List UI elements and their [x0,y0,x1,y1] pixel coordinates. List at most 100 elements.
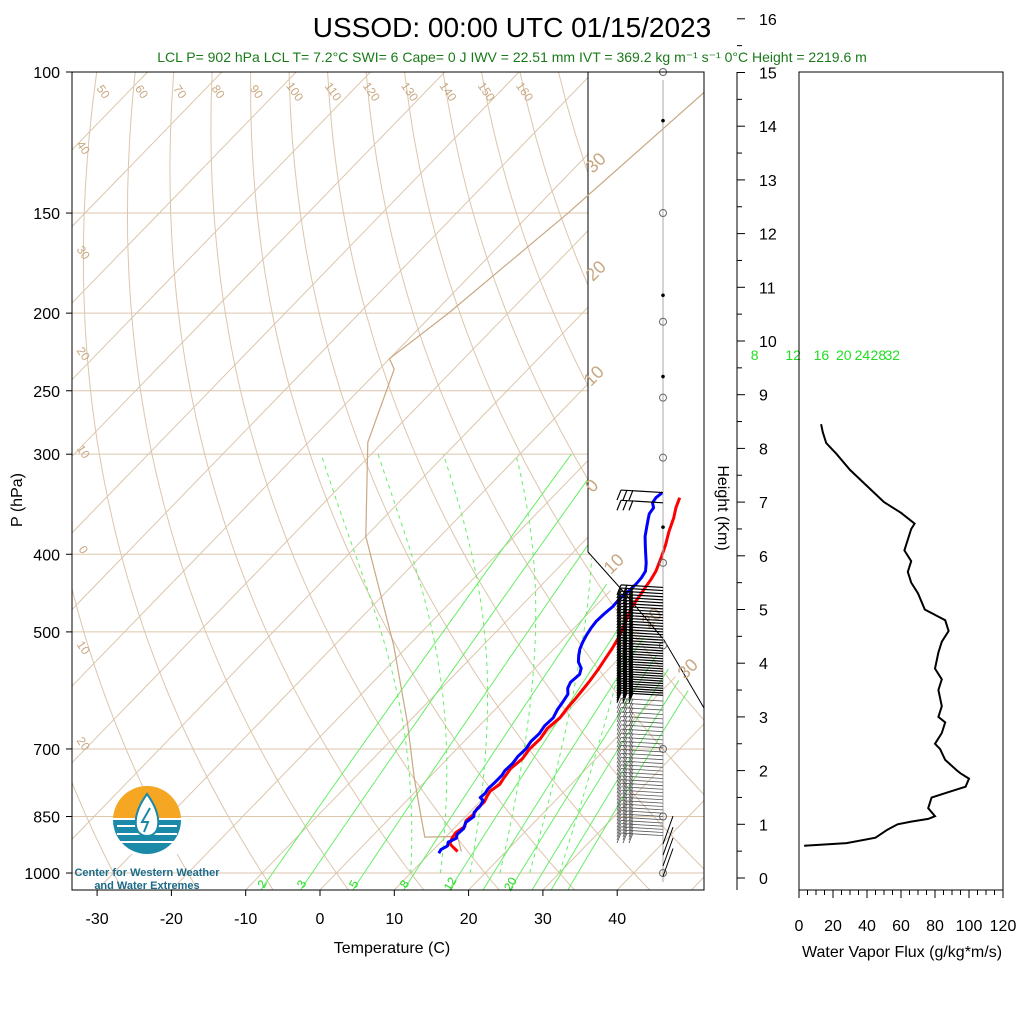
height-tick-label: 0 [759,871,768,888]
wind-barb-staff [620,617,664,622]
height-axis-label: Height (Km) [714,465,731,550]
wind-barb-staff [620,820,664,824]
wind-barb-staff [620,689,664,694]
wind-barb-feather [616,724,622,736]
wind-barb-staff [620,660,664,665]
wind-barb-staff [620,625,664,630]
wind-barb-feather [628,793,634,804]
logo-line-1: Center for Western Weather [74,867,220,879]
temperature-tick-label: 40 [608,911,626,928]
pressure-tick-label: 500 [33,625,60,642]
wind-barb-feather [622,597,628,608]
isotherm [766,72,1024,890]
wind-barb-feather [628,813,634,825]
pressure-tick-label: 300 [33,447,60,464]
wind-barb-feather [616,803,622,815]
wind-barb-feather [616,823,622,834]
wind-barb-feather [628,803,634,815]
skewt-background-lines [72,72,1024,890]
pressure-tick-label: 400 [33,547,60,564]
dry-adiabat-label: 140 [436,79,459,104]
dry-adiabat [169,72,425,890]
wind-barb-feather [616,793,622,804]
wind-barb-staff [620,756,664,761]
pressure-tick-label: 850 [33,809,60,826]
wind-barb-staff [662,815,674,845]
wind-barb-feather [622,783,628,794]
moist-adiabat [442,454,489,874]
wind-barb-feather [616,489,622,501]
wind-barb-feather [622,594,628,605]
wind-barb-feather [628,606,634,617]
wind-barb-feather [616,745,622,756]
wind-barb-feather [616,687,622,699]
wind-barb-feather [628,823,634,834]
wind-barb-feather [622,606,628,617]
wind-barb-feather [628,800,634,811]
wind-barb-feather [628,779,634,790]
isotherm [72,72,669,687]
wind-barb-feather [628,829,634,841]
dry-adiabat-label: 150 [475,79,498,104]
wind-barb-feather [628,810,634,821]
wind-barb-staff [620,665,664,670]
wind-barb-staff [620,724,664,728]
dry-adiabat-label: 110 [322,80,345,104]
wind-barb-staff [620,796,664,801]
wind-barb-staff [620,678,664,682]
wind-barb-feather [628,817,634,828]
wind-barb-staff [620,593,664,598]
wind-barb-staff [620,752,664,757]
wind-barb-feather [616,609,622,620]
isotherm [72,72,594,611]
wind-barb-feather [616,692,622,704]
isotherm [72,72,297,304]
water-vapor-flux-trace [804,423,971,847]
wind-barb-feather [622,832,628,844]
wind-barb-feather [616,631,622,643]
dry-adiabat [751,72,1024,890]
temperature-tick-label: -30 [86,911,109,928]
wind-barb-staff [620,611,664,616]
wind-barb-feather [628,489,634,501]
wind-barb-feather [622,760,628,772]
wind-barb-feather [628,820,634,831]
calm-wind-marker [659,317,667,326]
wind-barb-feather [616,783,622,794]
wind-barb-feather [622,489,628,501]
wind-barb-feather [628,590,634,602]
wind-barb-feather [628,772,634,783]
flux-tick-label: 60 [892,918,910,935]
height-tick-label: 4 [759,656,768,673]
mixing-ratio-line [550,639,704,890]
height-tick-label: 5 [759,603,768,620]
chart-title: USSOD: 00:00 UTC 01/15/2023 [313,12,711,43]
height-tick-label: 9 [759,388,768,405]
wind-barb-feather [628,786,634,797]
isotherm [72,72,520,534]
wind-barb-feather [616,779,622,790]
wind-barb-feather [628,600,634,611]
logo-bolt-icon [140,807,151,833]
height-tick-label: 11 [759,280,776,297]
wind-barb-staff [620,647,664,652]
wind-barb-feather [616,690,622,701]
wind-barb-feather [616,790,622,801]
wind-barb-feather [622,500,628,511]
wind-barb-staff [620,771,664,776]
wind-barb-staff [620,789,664,794]
wind-barb-staff [662,837,674,867]
wind-barb-feather [622,797,628,808]
mixing-ratio-label: 12 [785,347,801,363]
mixing-ratio-line [352,453,652,890]
wind-barb-feather [616,629,622,640]
wind-barb-staff [620,682,664,687]
wind-barb-staff [662,848,674,877]
mixing-ratio-line [509,580,704,890]
wind-barb-feather [616,807,622,818]
wind-marker [661,374,665,379]
flux-plot: 0 20 40 60 80 100 120 [795,423,1016,935]
wind-barb-feather [622,813,628,825]
wind-barb-feather [622,587,628,599]
mixing-ratio-label: 8 [751,347,759,363]
